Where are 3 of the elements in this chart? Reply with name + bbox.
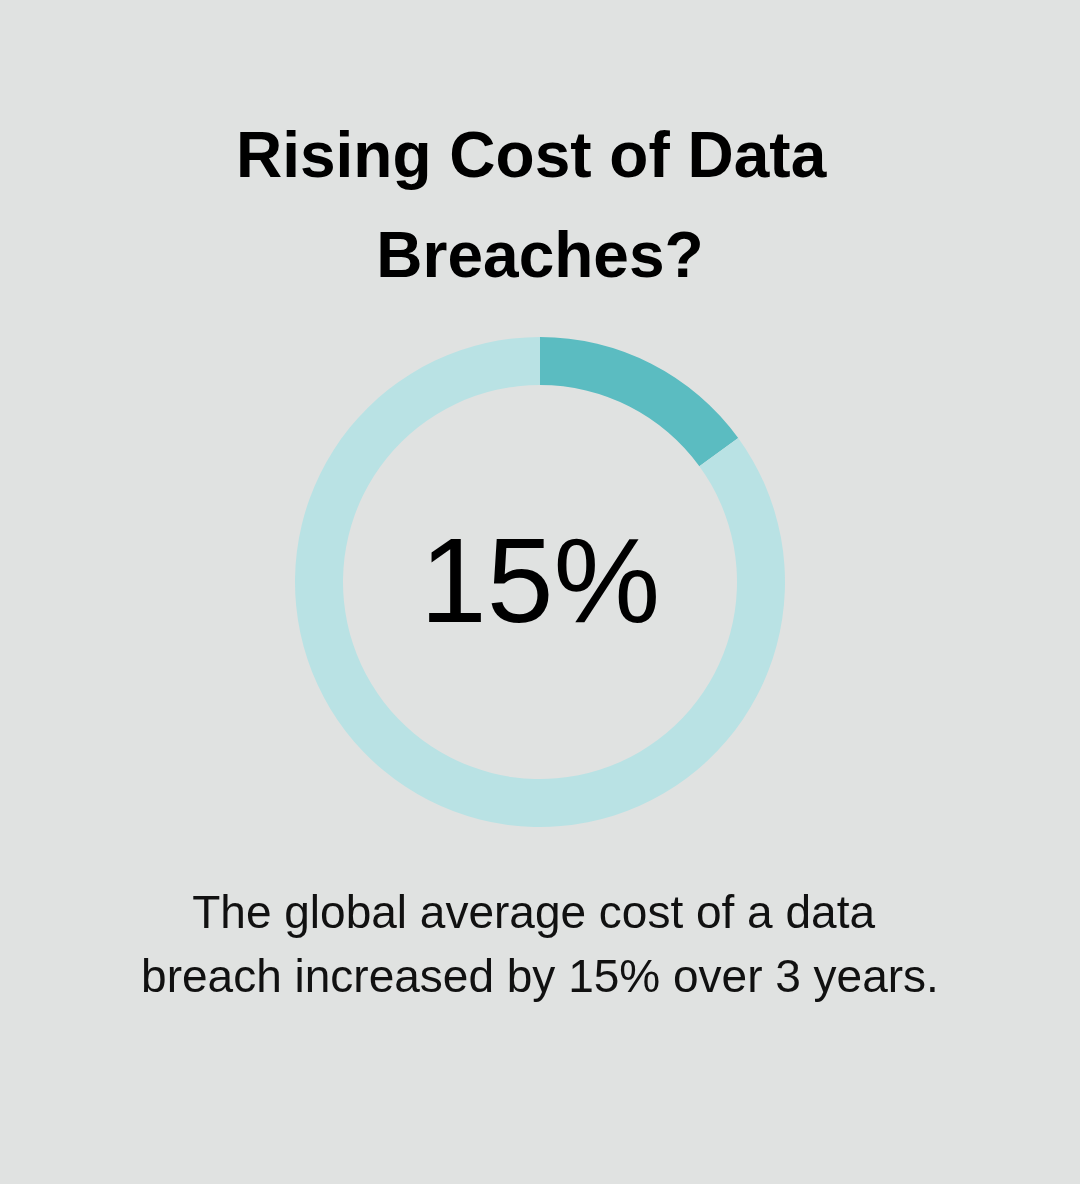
text: 15% xyxy=(419,513,661,647)
text: The global average cost of a data breach increased by 15% over 3 years. xyxy=(141,886,939,1002)
chart-title: Rising Cost of Data Breaches? xyxy=(235,119,845,291)
